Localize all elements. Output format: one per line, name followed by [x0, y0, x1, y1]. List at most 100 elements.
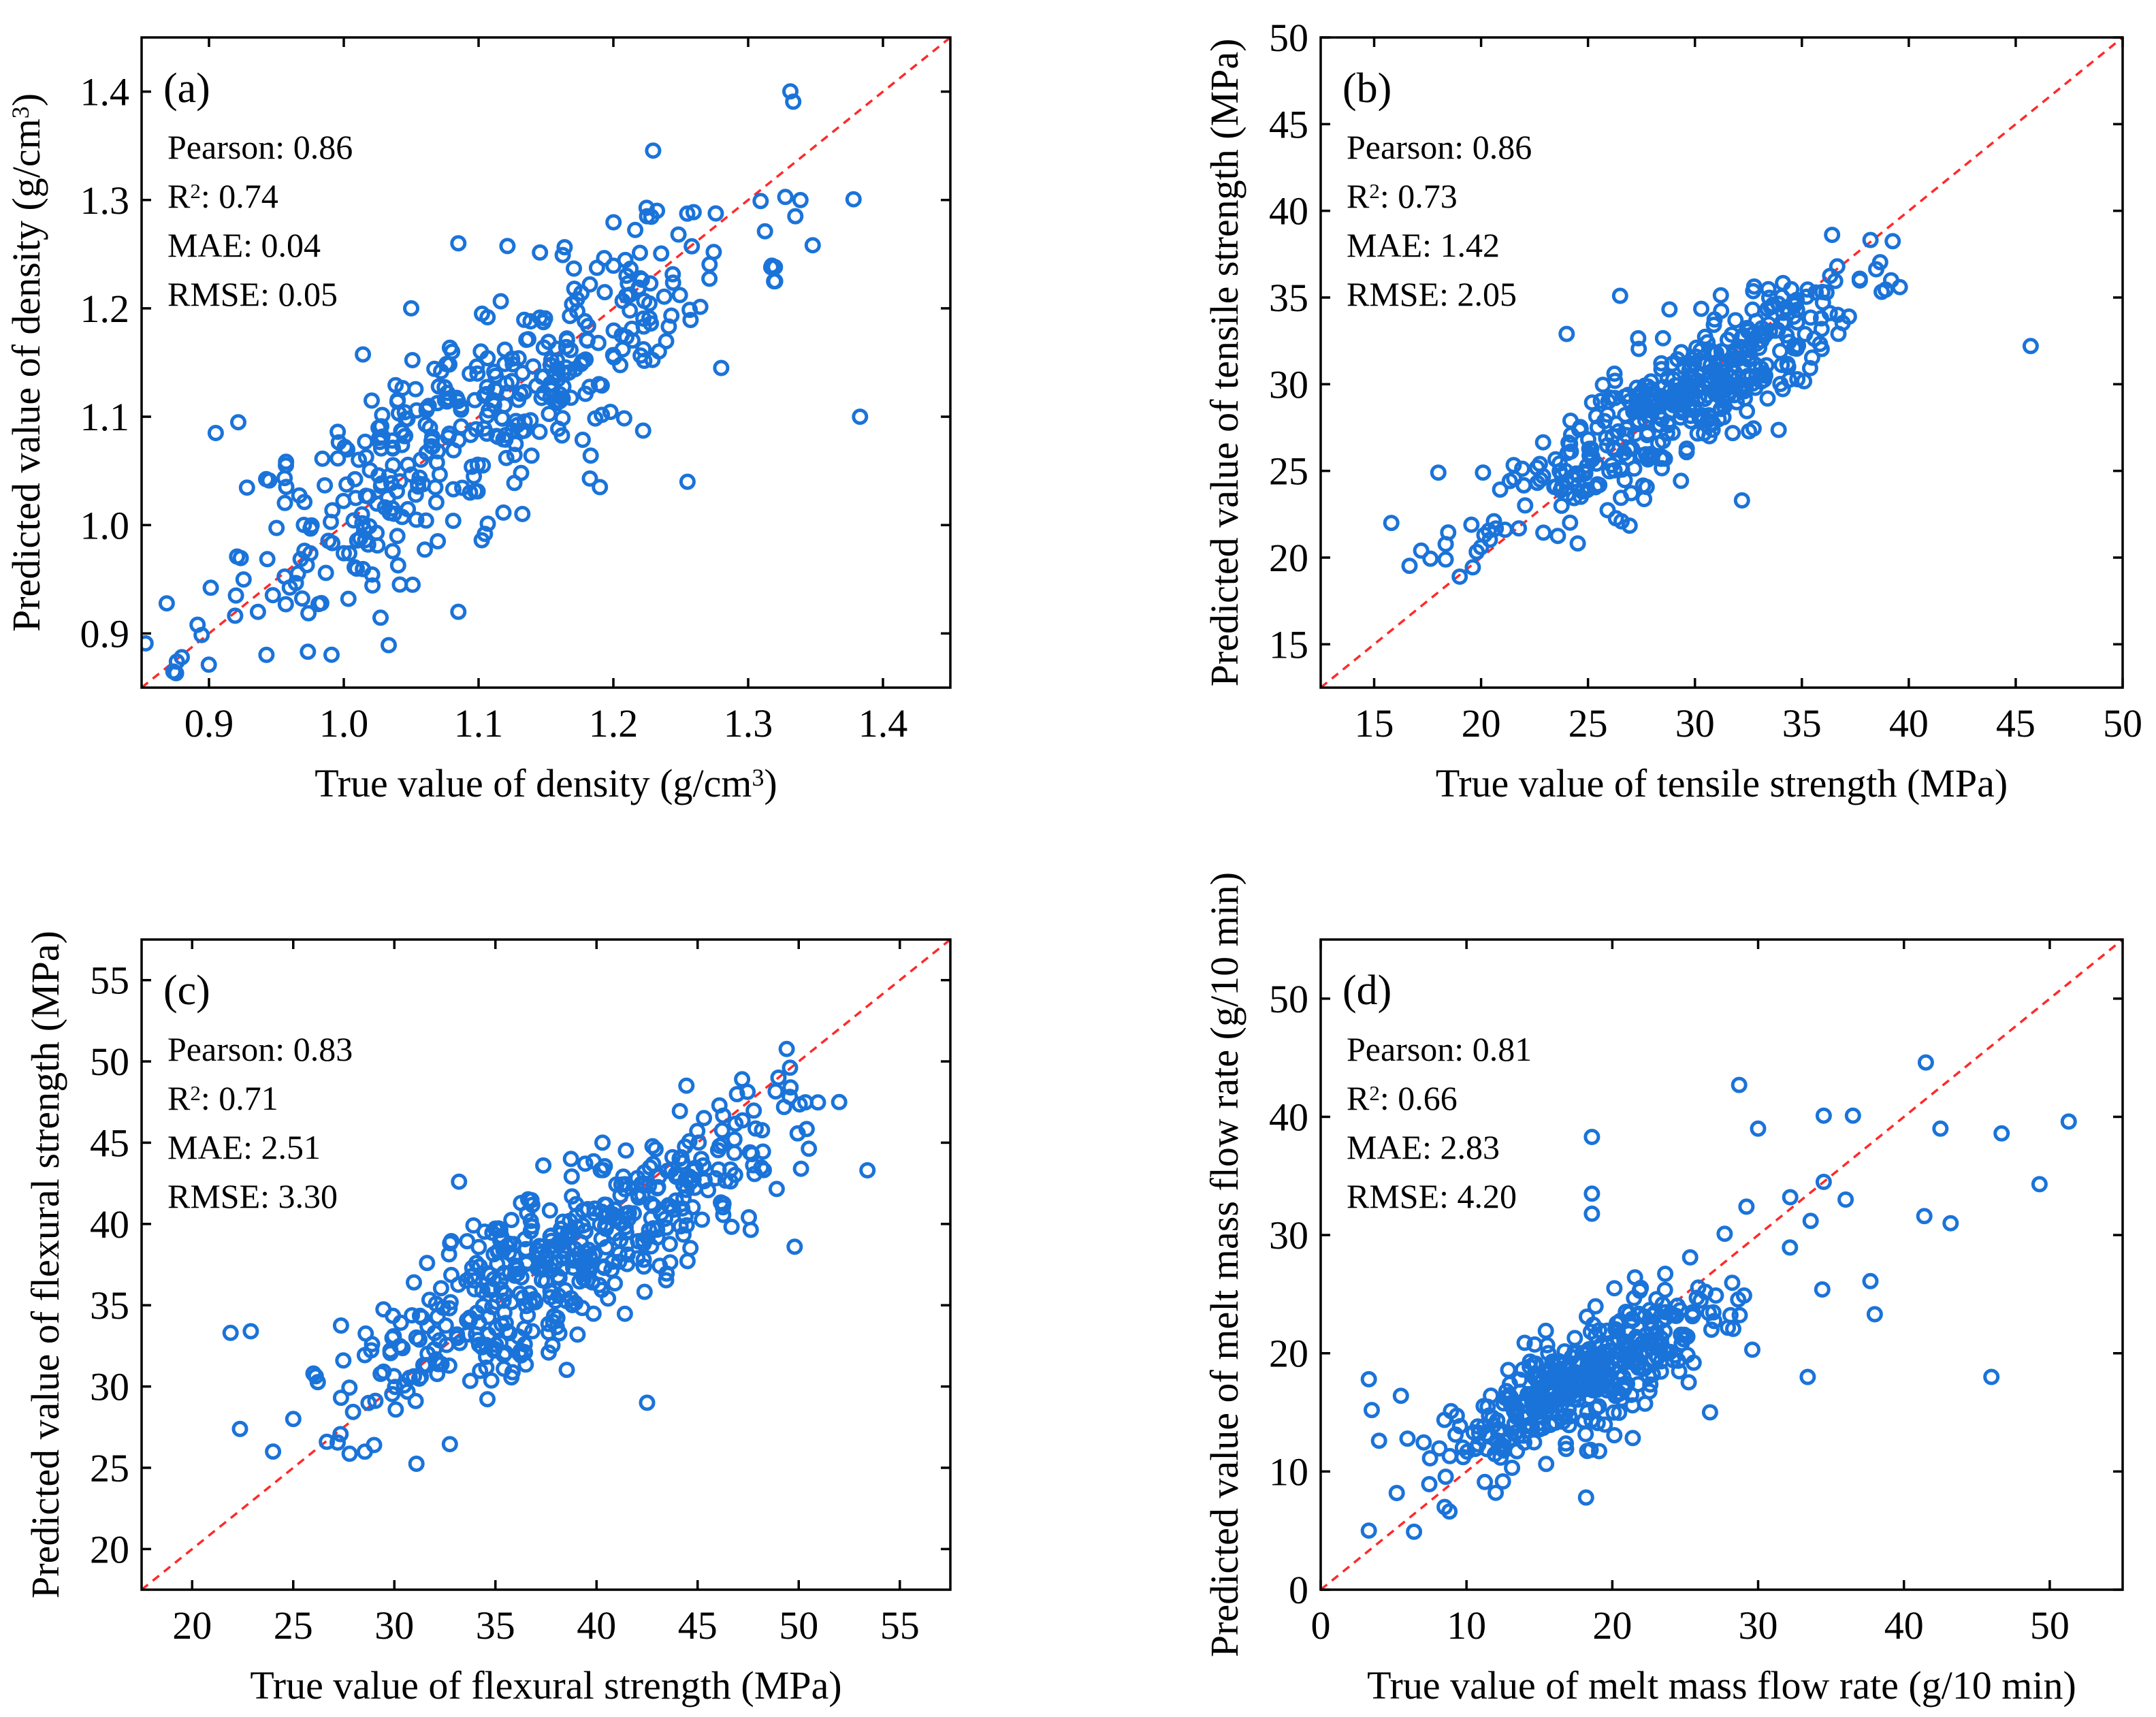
data-point	[1501, 472, 1518, 490]
data-point	[519, 1204, 536, 1221]
data-point	[1568, 1373, 1585, 1390]
data-point	[1689, 425, 1706, 442]
data-point	[341, 1379, 358, 1396]
data-point	[722, 1173, 739, 1190]
data-point	[1558, 1441, 1575, 1458]
data-point	[1620, 1325, 1637, 1342]
data-point	[1723, 326, 1740, 343]
data-point	[478, 385, 495, 402]
data-point	[506, 447, 523, 464]
data-point	[1596, 413, 1613, 430]
data-point	[1650, 408, 1667, 425]
data-point	[1884, 233, 1901, 250]
data-point	[1606, 1427, 1623, 1444]
x-tick-label: 50	[779, 1603, 818, 1648]
data-point	[361, 462, 379, 479]
data-point	[1406, 1523, 1423, 1540]
y-tick-label: 25	[90, 1446, 129, 1490]
data-point	[430, 533, 447, 549]
data-point	[442, 1294, 459, 1311]
data-point	[522, 313, 539, 330]
data-point	[360, 1394, 377, 1411]
data-point	[1577, 1426, 1594, 1443]
data-point	[1751, 339, 1768, 356]
data-point	[1824, 227, 1841, 243]
data-point	[1526, 1336, 1543, 1353]
data-point	[1392, 1387, 1409, 1405]
data-point	[1693, 300, 1709, 317]
data-point	[558, 1230, 575, 1247]
data-point	[574, 432, 591, 448]
data-point	[1707, 385, 1724, 402]
data-point	[1415, 1434, 1432, 1451]
data-point	[1477, 1473, 1494, 1490]
data-point	[1620, 440, 1637, 458]
data-point	[1724, 425, 1741, 442]
y-tick-label: 30	[1269, 1213, 1308, 1257]
data-point	[449, 393, 466, 410]
data-point	[1739, 402, 1756, 419]
data-point	[354, 515, 371, 532]
data-point	[464, 458, 481, 475]
data-point	[406, 1274, 422, 1291]
data-point	[1731, 1306, 1748, 1323]
data-point	[635, 318, 652, 335]
data-point	[385, 505, 402, 522]
data-point	[381, 468, 398, 485]
data-point	[531, 423, 548, 440]
data-point	[607, 1275, 624, 1291]
data-point	[672, 1218, 689, 1235]
x-tick-label: 15	[1355, 701, 1394, 745]
data-point	[1388, 1485, 1405, 1501]
data-point	[142, 635, 154, 652]
stat-line: Pearson: 0.81	[1347, 1030, 1532, 1068]
data-point	[605, 257, 622, 274]
data-point	[389, 557, 406, 574]
data-point	[347, 490, 364, 507]
data-point	[445, 442, 462, 459]
data-point	[670, 226, 687, 243]
y-axis-label: Predicted value of flexural strength (MP…	[23, 931, 67, 1599]
data-point	[440, 1246, 457, 1263]
data-point	[1619, 1375, 1636, 1392]
data-point	[472, 343, 489, 360]
data-point	[542, 375, 559, 392]
data-point	[2022, 338, 2039, 355]
data-point	[1813, 340, 1830, 357]
data-point	[573, 285, 590, 302]
data-point	[445, 481, 462, 498]
data-point	[1775, 304, 1792, 321]
data-point	[292, 551, 309, 568]
x-tick-label: 45	[678, 1603, 718, 1648]
data-point	[479, 309, 496, 325]
data-point	[459, 1233, 476, 1250]
data-point	[235, 571, 252, 588]
panel-label: (a)	[163, 65, 210, 112]
data-point	[485, 1270, 502, 1287]
data-point	[1657, 1345, 1674, 1362]
y-tick-label: 1.0	[80, 503, 130, 547]
data-point	[1639, 427, 1656, 443]
panel-label: (c)	[163, 967, 210, 1014]
data-point	[276, 470, 293, 487]
y-tick-label: 1.4	[80, 70, 130, 114]
data-point	[465, 1217, 482, 1234]
data-point	[364, 577, 381, 594]
data-point	[532, 244, 549, 261]
data-point	[1775, 274, 1792, 291]
data-point	[1570, 467, 1587, 484]
data-point	[296, 494, 313, 511]
data-point	[1581, 447, 1598, 464]
data-point	[713, 359, 730, 376]
data-point	[441, 1436, 458, 1453]
data-point	[340, 590, 357, 607]
data-point	[242, 1323, 259, 1340]
data-point	[1611, 287, 1628, 304]
y-tick-label: 1.2	[80, 287, 130, 331]
data-point	[606, 349, 623, 366]
data-point	[1500, 1362, 1517, 1379]
y-tick-label: 1.3	[80, 178, 130, 223]
data-point	[681, 1133, 698, 1150]
data-point	[449, 1326, 466, 1343]
data-point	[474, 457, 492, 474]
